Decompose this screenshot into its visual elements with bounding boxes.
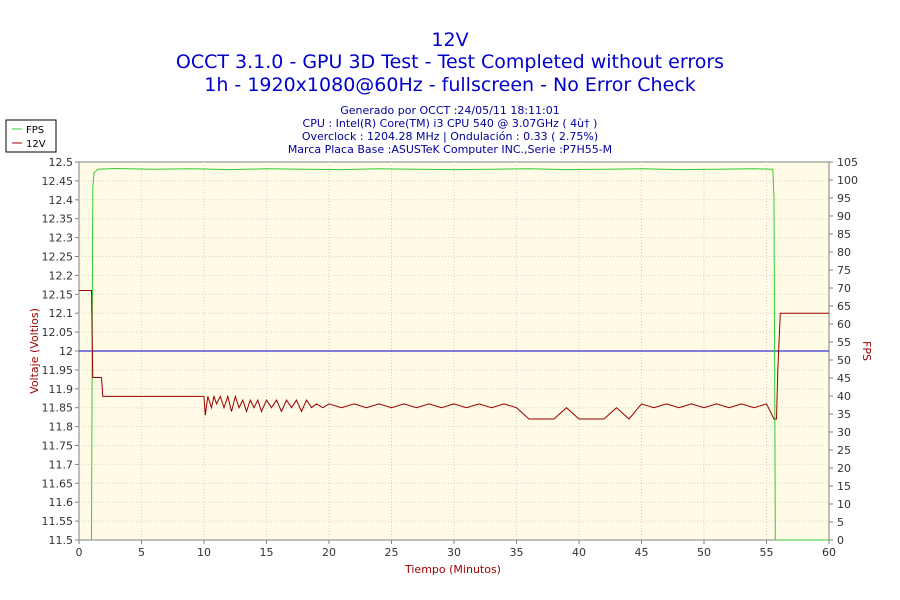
y-right-tick-label: 20	[837, 462, 851, 475]
y-left-tick-label: 12.2	[49, 269, 74, 282]
y-left-tick-label: 11.6	[49, 496, 74, 509]
x-tick-label: 25	[385, 546, 399, 559]
x-axis-ticks: 0 5 10 15 20 25 30 35 40 45 50 55 60	[76, 540, 836, 559]
y-right-tick-label: 80	[837, 246, 851, 259]
y-left-tick-label: 11.5	[49, 534, 74, 547]
x-tick-label: 10	[197, 546, 211, 559]
legend: FPS 12V	[5, 119, 57, 153]
y-left-tick-label: 12.3	[49, 232, 74, 245]
legend-label-12v: 12V	[26, 139, 46, 150]
x-axis-label: Tiempo (Minutos)	[404, 563, 501, 576]
y-right-tick-label: 90	[837, 210, 851, 223]
y-right-tick-label: 95	[837, 192, 851, 205]
y-left-tick-label: 11.55	[42, 515, 74, 528]
y-left-tick-label: 12.05	[42, 326, 74, 339]
y-right-tick-label: 60	[837, 318, 851, 331]
x-tick-label: 20	[322, 546, 336, 559]
y-left-tick-label: 12	[59, 345, 73, 358]
y-left-tick-label: 11.95	[42, 364, 74, 377]
y-left-tick-label: 12.25	[42, 251, 74, 264]
y-right-tick-label: 10	[837, 498, 851, 511]
y-left-axis-label: Voltaje (Voltios)	[28, 308, 41, 394]
y-left-tick-label: 11.75	[42, 440, 74, 453]
chart-title: 12V	[431, 29, 468, 51]
y-left-tick-label: 12.35	[42, 213, 74, 226]
series-line-12v	[79, 290, 829, 420]
x-tick-label: 50	[697, 546, 711, 559]
series-group	[79, 167, 829, 541]
info-line-generated: Generado por OCCT :24/05/11 18:11:01	[340, 104, 559, 117]
y-right-tick-label: 105	[837, 156, 858, 169]
y-right-tick-label: 25	[837, 444, 851, 457]
y-right-tick-label: 5	[837, 516, 844, 529]
y-left-tick-label: 12.45	[42, 175, 74, 188]
chart-subtitle-1: OCCT 3.1.0 - GPU 3D Test - Test Complete…	[176, 51, 724, 73]
x-tick-label: 5	[138, 546, 145, 559]
x-tick-label: 60	[822, 546, 836, 559]
y-left-tick-label: 11.65	[42, 477, 74, 490]
series-line-fps	[90, 167, 829, 541]
y-right-tick-label: 65	[837, 300, 851, 313]
x-tick-label: 35	[510, 546, 524, 559]
x-tick-label: 15	[260, 546, 274, 559]
info-line-cpu: CPU : Intel(R) Core(TM) i3 CPU 540 @ 3.0…	[303, 117, 598, 130]
y-right-tick-label: 15	[837, 480, 851, 493]
y-right-tick-label: 75	[837, 264, 851, 277]
y-left-tick-label: 12.1	[49, 307, 74, 320]
y-right-tick-label: 55	[837, 336, 851, 349]
legend-box	[5, 119, 57, 153]
x-tick-label: 0	[76, 546, 83, 559]
y-left-tick-label: 11.85	[42, 402, 74, 415]
y-right-tick-label: 100	[837, 174, 858, 187]
y-left-tick-label: 12.15	[42, 288, 74, 301]
x-tick-label: 55	[760, 546, 774, 559]
y-left-tick-label: 12.4	[49, 194, 74, 207]
y-right-tick-label: 30	[837, 426, 851, 439]
y-left-tick-label: 12.5	[49, 156, 74, 169]
y-right-tick-label: 50	[837, 354, 851, 367]
x-tick-label: 40	[572, 546, 586, 559]
y-left-tick-label: 11.7	[49, 458, 74, 471]
y-right-tick-label: 0	[837, 534, 844, 547]
info-line-overclock: Overclock : 1204.28 MHz | Ondulación : 0…	[302, 130, 598, 143]
y-left-tick-label: 11.9	[49, 383, 74, 396]
y-right-axis-label: FPS	[860, 341, 873, 361]
y-right-tick-label: 85	[837, 228, 851, 241]
y-right-axis-ticks: 0 5 10 15 20 25 30 35 40 45 50 55 60 65 70 75 80 85 90 95 10…	[829, 156, 858, 547]
y-right-tick-label: 40	[837, 390, 851, 403]
y-left-axis-ticks: 11.5 11.55 11.6 11.65 11.7 11.75 11.8 11.85 11.9…	[42, 156, 79, 547]
y-left-tick-label: 11.8	[49, 421, 74, 434]
chart-subtitle-2: 1h - 1920x1080@60Hz - fullscreen - No Er…	[204, 74, 695, 96]
y-right-tick-label: 70	[837, 282, 851, 295]
x-tick-label: 30	[447, 546, 461, 559]
y-right-tick-label: 45	[837, 372, 851, 385]
x-tick-label: 45	[635, 546, 649, 559]
y-right-tick-label: 35	[837, 408, 851, 421]
info-line-motherboard: Marca Placa Base :ASUSTeK Computer INC.,…	[288, 143, 612, 156]
legend-label-fps: FPS	[26, 125, 44, 136]
